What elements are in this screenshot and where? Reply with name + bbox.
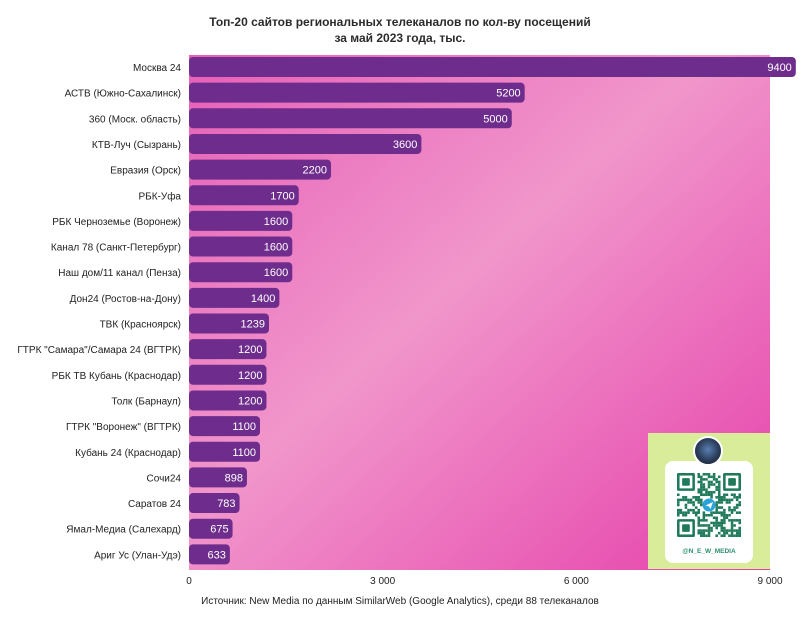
bar xyxy=(189,544,230,565)
bar xyxy=(189,185,299,206)
bar-value-label: 1100 xyxy=(232,447,256,459)
bar-value-label: 1200 xyxy=(238,370,262,382)
bar-value-label: 1400 xyxy=(251,293,275,305)
qr-handle-label: @N_E_W_MEDIA xyxy=(682,548,736,555)
bar xyxy=(189,441,261,462)
x-tick-label: 3 000 xyxy=(370,576,395,587)
qr-code-card[interactable]: @N_E_W_MEDIA xyxy=(648,433,770,569)
category-label: ГТРК "Воронеж" (ВГТРК) xyxy=(66,422,181,433)
category-label: Ариг Ус (Улан-Удэ) xyxy=(94,550,181,561)
bar-value-label: 675 xyxy=(210,524,228,536)
bar xyxy=(189,108,512,129)
category-label: 360 (Моск. область) xyxy=(89,113,181,125)
bar xyxy=(189,364,267,385)
category-label: Толк (Барнаул) xyxy=(111,396,181,407)
bar-value-label: 1100 xyxy=(232,421,256,433)
chart-title-line-2: за май 2023 года, тыс. xyxy=(334,31,466,45)
x-tick-label: 9 000 xyxy=(757,576,782,587)
bar-value-label: 1600 xyxy=(264,216,288,228)
category-label: Кубань 24 (Краснодар) xyxy=(75,447,181,459)
category-label: ГТРК "Самара"/Самара 24 (ВГТРК) xyxy=(17,345,181,356)
bar-value-label: 633 xyxy=(208,549,226,561)
bar xyxy=(189,210,293,231)
bar xyxy=(189,236,293,257)
qr-code-icon xyxy=(677,473,741,537)
bar-value-label: 9400 xyxy=(767,62,791,74)
bar xyxy=(189,493,240,514)
bar xyxy=(189,339,267,360)
bar xyxy=(189,57,796,77)
bar-value-label: 3600 xyxy=(393,139,417,151)
category-label: РБК ТВ Кубань (Краснодар) xyxy=(52,370,181,382)
bar-value-label: 1239 xyxy=(240,319,264,331)
bar-value-label: 1700 xyxy=(270,190,294,202)
bar xyxy=(189,467,247,488)
bar-value-label: 1200 xyxy=(238,344,262,356)
category-label: Канал 78 (Санкт-Петербург) xyxy=(51,242,181,254)
category-label: Ямал-Медиа (Салехард) xyxy=(66,525,181,536)
chart-title-line-1: Топ-20 сайтов региональных телеканалов п… xyxy=(209,15,591,29)
bar-value-label: 5200 xyxy=(496,88,520,100)
category-label: ТВК (Красноярск) xyxy=(100,320,181,331)
source-note: Источник: New Media по данным SimilarWeb… xyxy=(201,596,599,607)
category-label: РБК Черноземье (Воронеж) xyxy=(52,217,181,228)
channel-avatar xyxy=(693,436,723,466)
bar xyxy=(189,390,267,411)
qr-code-box[interactable]: @N_E_W_MEDIA xyxy=(665,461,753,563)
category-label: АСТВ (Южно-Сахалинск) xyxy=(65,89,181,100)
category-label: Саратов 24 xyxy=(128,499,181,510)
category-label: Наш дом/11 канал (Пенза) xyxy=(58,268,181,279)
bar-value-label: 783 xyxy=(217,498,235,510)
bar xyxy=(189,133,422,154)
bar-value-label: 1600 xyxy=(264,267,288,279)
category-label: Сочи24 xyxy=(147,473,182,484)
category-label: КТВ-Луч (Сызрань) xyxy=(92,140,181,151)
bar xyxy=(189,159,332,180)
category-label: Дон24 (Ростов-на-Дону) xyxy=(70,294,181,305)
category-label: Москва 24 xyxy=(133,63,181,74)
bar xyxy=(189,518,233,539)
bar-value-label: 898 xyxy=(225,472,243,484)
bar-value-label: 2200 xyxy=(303,165,327,177)
bar xyxy=(189,82,525,103)
bar-value-label: 1200 xyxy=(238,395,262,407)
chart-title: Топ-20 сайтов региональных телеканалов п… xyxy=(0,14,800,46)
bar xyxy=(189,262,293,283)
category-label: Евразия (Орск) xyxy=(110,166,181,177)
category-label: РБК-Уфа xyxy=(138,190,181,202)
bar xyxy=(189,313,269,334)
bar-value-label: 1600 xyxy=(264,242,288,254)
bar xyxy=(189,416,261,437)
x-tick-label: 6 000 xyxy=(564,576,589,587)
bar-value-label: 5000 xyxy=(483,113,507,125)
bar xyxy=(189,287,280,308)
x-tick-label: 0 xyxy=(186,576,192,587)
